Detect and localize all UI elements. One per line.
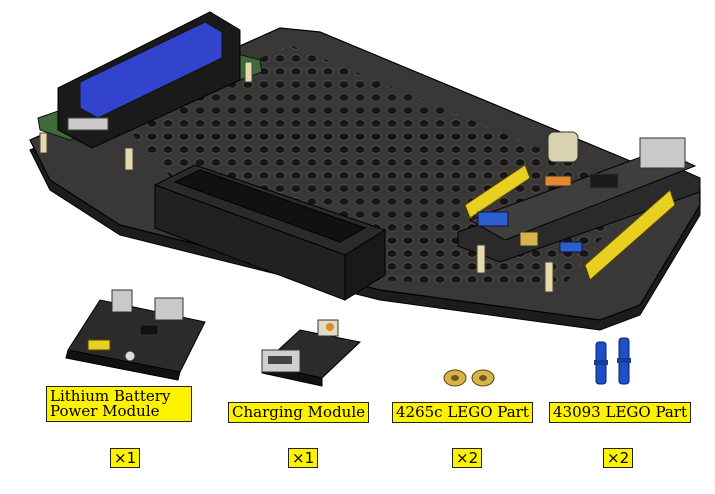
quantity-badge-charging-module: ×1 [288, 448, 319, 468]
quantity-badge-lego-4265c: ×2 [452, 448, 483, 468]
part-label-line: 43093 LEGO Part [553, 403, 688, 421]
charging-module-illustration [260, 319, 362, 387]
power-module-illustration [65, 289, 206, 381]
part-label-line: Charging Module [232, 403, 366, 421]
quantity-badge-lego-43093: ×2 [603, 448, 634, 468]
part-label-lego-4265c: 4265c LEGO Part [392, 402, 533, 423]
lego-4265c-illustration [443, 369, 495, 387]
lcd-module [37, 11, 263, 171]
part-label-charging-module: Charging Module [228, 402, 370, 423]
lego-43093-illustration [594, 337, 631, 385]
quantity-badge-lithium-battery: ×1 [110, 448, 141, 468]
part-label-line: 4265c LEGO Part [396, 403, 529, 421]
part-label-lithium-battery: Lithium Battery Power Module [46, 386, 192, 422]
part-label-line: Power Module [50, 402, 160, 420]
part-label-line: Lithium Battery [50, 387, 171, 405]
part-label-lego-43093: 43093 LEGO Part [549, 402, 692, 423]
battery-holder [153, 164, 387, 301]
control-board [457, 131, 701, 293]
